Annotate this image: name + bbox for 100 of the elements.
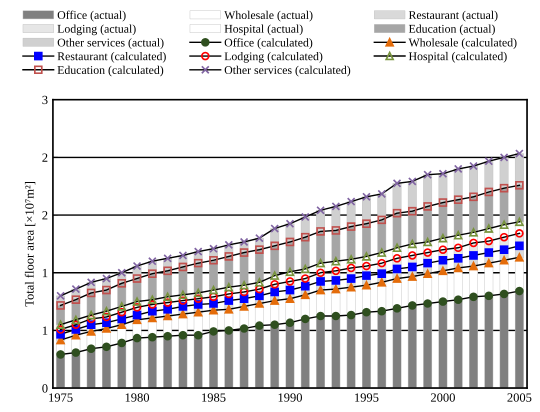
point — [224, 290, 234, 298]
point — [209, 286, 218, 294]
y-tick-label: 0 — [42, 384, 48, 393]
point — [72, 295, 80, 304]
point — [332, 202, 340, 211]
point — [500, 153, 508, 162]
point — [423, 202, 432, 211]
point — [332, 276, 340, 285]
x-tick-label: 1990 — [278, 393, 302, 402]
point — [163, 332, 172, 340]
point — [56, 301, 65, 310]
legend-label: Wholesale (actual) — [224, 10, 312, 22]
point — [346, 282, 356, 292]
point — [392, 264, 402, 274]
point — [270, 242, 279, 250]
point — [515, 149, 524, 158]
legend-label: Other services (calculated) — [224, 66, 350, 76]
point — [454, 195, 463, 204]
point — [408, 177, 417, 186]
point — [454, 254, 463, 263]
point — [484, 188, 494, 196]
point — [346, 197, 356, 206]
y-tick-label: 3 — [42, 96, 48, 104]
point — [392, 208, 402, 218]
legend-label: Other services (actual) — [58, 38, 164, 49]
point — [377, 306, 386, 316]
point — [286, 238, 294, 246]
point — [392, 304, 402, 313]
point — [500, 245, 508, 254]
point — [515, 286, 524, 296]
point — [332, 256, 340, 266]
point — [423, 248, 432, 257]
point — [102, 306, 111, 316]
point — [240, 280, 248, 290]
point — [270, 224, 279, 233]
point — [454, 230, 463, 240]
point — [178, 310, 188, 318]
point — [484, 292, 494, 300]
point — [300, 314, 310, 324]
point — [408, 272, 417, 281]
point — [194, 330, 203, 340]
legend-label: Hospital (calculated) — [408, 52, 507, 63]
point — [86, 344, 96, 353]
y-axis-title: Total floor area [×10⁷m²] — [24, 182, 36, 307]
point — [132, 303, 142, 312]
point — [255, 284, 264, 294]
point — [224, 326, 234, 335]
x-tick-label: 2005 — [507, 393, 532, 402]
point — [56, 320, 65, 329]
point — [515, 180, 524, 190]
legend-label: Restaurant (calculated) — [58, 52, 166, 63]
point — [178, 290, 188, 300]
point — [392, 254, 402, 263]
point — [362, 252, 371, 261]
point — [469, 251, 478, 260]
point — [408, 262, 417, 272]
point — [423, 258, 432, 268]
point — [454, 164, 463, 174]
point — [240, 294, 248, 304]
point — [316, 312, 325, 320]
point — [300, 290, 310, 300]
point — [484, 236, 494, 246]
point — [148, 269, 157, 278]
point — [255, 234, 264, 242]
point — [484, 258, 494, 268]
x-tick-label: 1980 — [126, 393, 150, 402]
point — [484, 224, 494, 233]
y-tick-label: 1 — [42, 268, 48, 278]
point — [148, 332, 157, 342]
point — [240, 288, 248, 296]
point — [438, 266, 448, 276]
point — [469, 262, 478, 270]
point — [163, 298, 172, 307]
point — [117, 302, 126, 311]
point — [255, 278, 264, 287]
point — [316, 227, 325, 236]
point — [209, 292, 218, 302]
point — [346, 264, 356, 272]
legend-label: Office (calculated) — [224, 38, 312, 49]
point — [332, 284, 340, 294]
point — [515, 253, 524, 262]
y-tick-label: 2 — [42, 211, 48, 220]
point — [56, 325, 65, 334]
point — [438, 297, 448, 306]
point — [316, 206, 325, 215]
point — [286, 219, 294, 228]
point — [300, 264, 310, 274]
point — [392, 179, 402, 188]
point — [56, 350, 65, 359]
y-tick-label: 1 — [42, 326, 48, 335]
point — [300, 274, 310, 283]
point — [56, 292, 65, 300]
point — [224, 296, 234, 305]
point — [500, 290, 508, 298]
point — [300, 282, 310, 291]
point — [377, 248, 386, 257]
point — [148, 256, 157, 266]
point — [469, 162, 478, 170]
legend-label: Restaurant (actual) — [408, 10, 498, 22]
point — [438, 169, 448, 178]
